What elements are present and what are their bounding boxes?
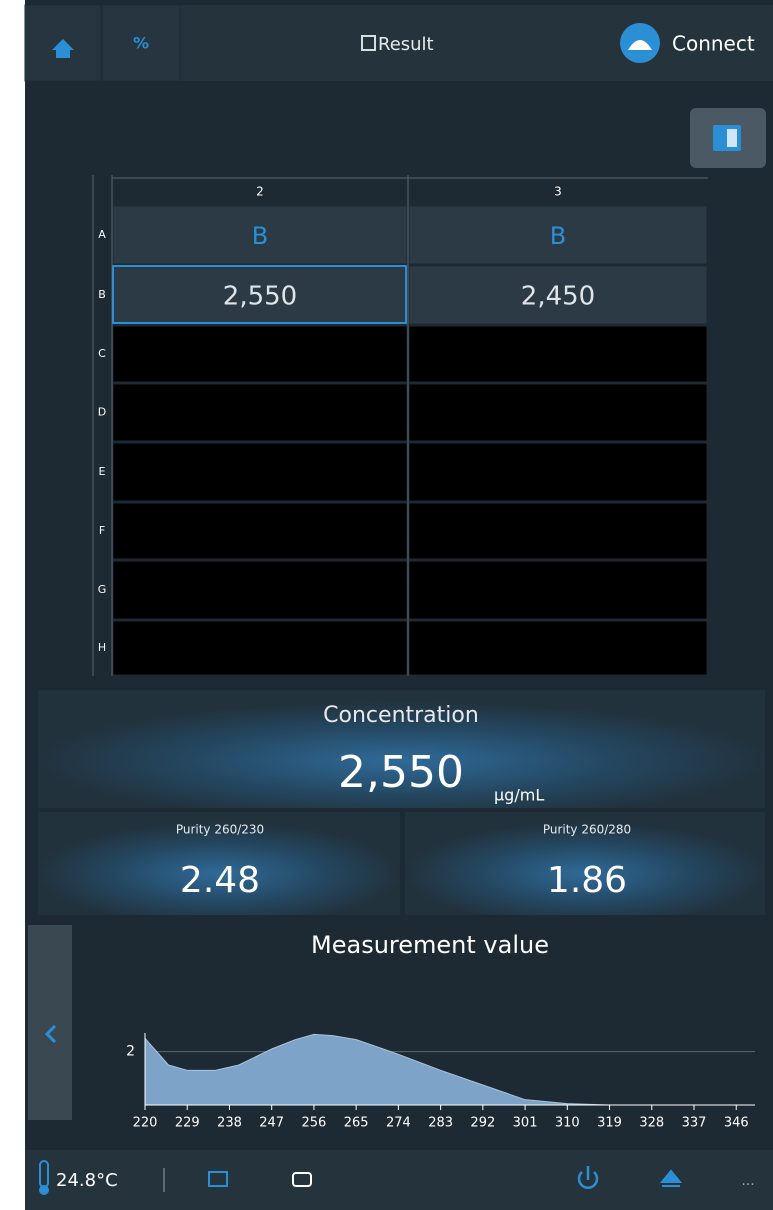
chart-title: Measurement value bbox=[311, 931, 549, 959]
selected-well bbox=[112, 265, 407, 324]
concentration-unit: µg/mL bbox=[494, 786, 544, 805]
well[interactable] bbox=[112, 265, 408, 325]
well-value: 2,550 bbox=[223, 282, 297, 312]
eject-icon[interactable] bbox=[659, 1169, 683, 1187]
network-icon[interactable] bbox=[208, 1171, 228, 1187]
row-label: C bbox=[98, 347, 106, 360]
side-tab[interactable] bbox=[28, 925, 72, 1120]
power-icon[interactable] bbox=[577, 1166, 599, 1189]
well[interactable] bbox=[112, 502, 408, 560]
row-label: F bbox=[99, 524, 105, 537]
well-value: 2,450 bbox=[521, 282, 595, 312]
x-tick-label: 301 bbox=[513, 1116, 538, 1131]
purity-label: Purity 260/280 bbox=[543, 823, 631, 837]
concentration-label: Concentration bbox=[323, 703, 479, 728]
x-tick-label: 337 bbox=[682, 1116, 707, 1131]
concentration-value: 2,550 bbox=[338, 747, 464, 798]
well[interactable] bbox=[112, 442, 408, 502]
well[interactable] bbox=[112, 560, 408, 620]
export-icon-sheet bbox=[727, 129, 737, 147]
x-tick-label: 220 bbox=[133, 1116, 158, 1131]
x-tick-label: 310 bbox=[555, 1116, 580, 1131]
row-label: G bbox=[98, 583, 107, 596]
result-icon bbox=[361, 35, 376, 51]
percent-button[interactable] bbox=[101, 4, 181, 82]
x-tick-label: 265 bbox=[344, 1116, 369, 1131]
x-tick-label: 328 bbox=[639, 1116, 664, 1131]
side-tab-arrow bbox=[44, 1024, 57, 1044]
x-tick-label: 292 bbox=[470, 1116, 495, 1131]
x-tick-label: 274 bbox=[386, 1116, 411, 1131]
well[interactable] bbox=[112, 620, 408, 676]
row-label: E bbox=[99, 465, 106, 478]
home-icon bbox=[52, 39, 74, 58]
well[interactable] bbox=[112, 325, 408, 383]
purity-panel bbox=[405, 812, 765, 915]
x-tick-label: 346 bbox=[724, 1116, 749, 1131]
row-label: B bbox=[98, 288, 106, 301]
well[interactable] bbox=[408, 502, 708, 560]
more-menu[interactable]: ... bbox=[741, 1173, 754, 1189]
well-value: B bbox=[252, 222, 268, 250]
x-tick-label: 229 bbox=[175, 1116, 200, 1131]
connect-glyph bbox=[628, 40, 652, 50]
well[interactable] bbox=[408, 620, 708, 676]
x-tick-label: 283 bbox=[428, 1116, 453, 1131]
well[interactable] bbox=[112, 383, 408, 442]
connect-label[interactable]: Connect bbox=[672, 32, 755, 56]
plate-grid: 2 3 A B B B 2,550 2,450 C D E F G H bbox=[92, 175, 708, 676]
well[interactable] bbox=[408, 442, 708, 502]
row-label: D bbox=[98, 406, 106, 419]
concentration-panel bbox=[38, 690, 765, 808]
camera-icon[interactable] bbox=[292, 1172, 312, 1187]
header-row bbox=[93, 175, 708, 205]
column-label: 3 bbox=[554, 185, 562, 199]
well[interactable] bbox=[408, 265, 708, 325]
row-label: A bbox=[98, 228, 106, 241]
purity-value: 2.48 bbox=[180, 860, 260, 901]
well[interactable] bbox=[408, 560, 708, 620]
well-value: B bbox=[550, 222, 566, 250]
column-label: 2 bbox=[256, 185, 264, 199]
home-button[interactable] bbox=[24, 4, 102, 82]
purity-panel bbox=[38, 812, 400, 915]
thermometer-bulb bbox=[39, 1185, 49, 1195]
percent-icon: % bbox=[133, 34, 149, 53]
well[interactable] bbox=[408, 383, 708, 442]
header-title: Result bbox=[378, 34, 434, 55]
row-label: H bbox=[98, 641, 106, 654]
x-tick-label: 238 bbox=[217, 1116, 242, 1131]
status-bar bbox=[25, 1150, 773, 1210]
y-tick-label: 2 bbox=[126, 1044, 135, 1060]
spectrum-chart: 2 220 229 238 247 256 265 274 283 292 301 310 319 328… bbox=[126, 1033, 755, 1131]
purity-label: Purity 260/230 bbox=[176, 823, 264, 837]
x-tick-label: 256 bbox=[302, 1116, 327, 1131]
well[interactable] bbox=[112, 205, 408, 265]
well[interactable] bbox=[408, 205, 708, 265]
purity-value: 1.86 bbox=[547, 860, 627, 901]
well[interactable] bbox=[408, 325, 708, 383]
x-tick-label: 247 bbox=[259, 1116, 284, 1131]
x-tick-label: 319 bbox=[597, 1116, 622, 1131]
temperature: 24.8°C bbox=[56, 1170, 118, 1191]
